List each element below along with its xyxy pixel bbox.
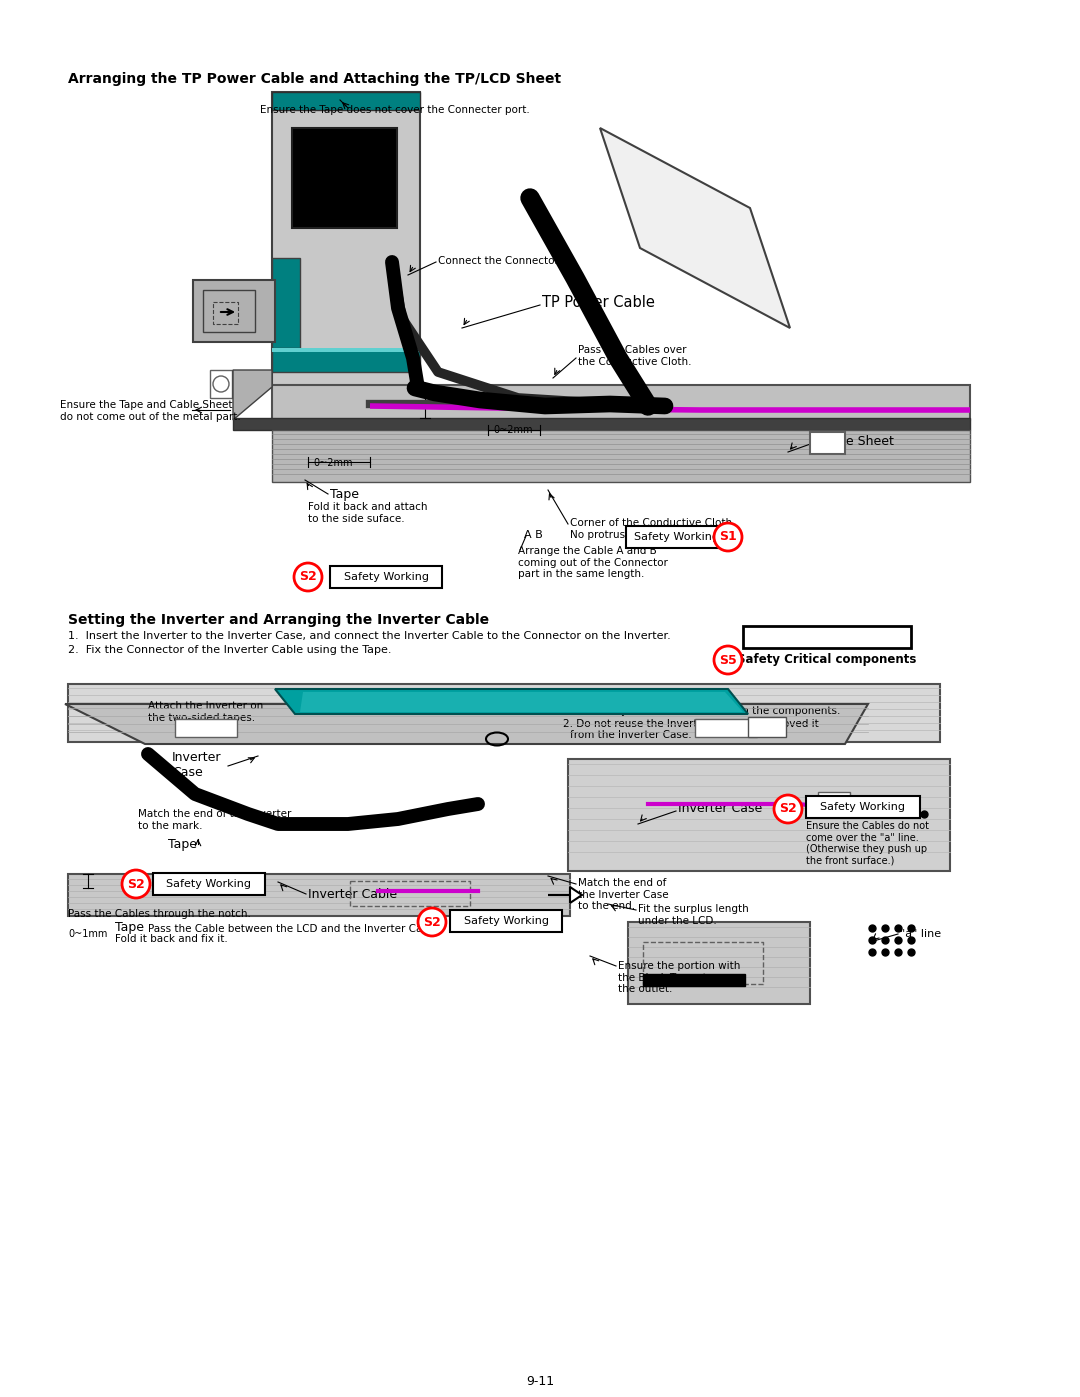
Text: Inverter Cable: Inverter Cable: [308, 888, 397, 901]
Text: 0~2mm: 0~2mm: [313, 458, 352, 468]
Bar: [806, 796, 920, 819]
Bar: [272, 430, 970, 482]
Bar: [810, 432, 845, 454]
Text: 0~2mm: 0~2mm: [492, 425, 532, 434]
Bar: [818, 792, 850, 807]
Text: Corner of the Conductive Cloth.
No protrusion.: Corner of the Conductive Cloth. No protr…: [570, 518, 735, 539]
Bar: [643, 974, 745, 986]
Bar: [210, 370, 232, 398]
Bar: [153, 873, 265, 895]
Bar: [450, 909, 562, 932]
Polygon shape: [300, 692, 743, 712]
Bar: [68, 875, 570, 916]
Text: Pass the Cables over
the Conductive Cloth.: Pass the Cables over the Conductive Clot…: [578, 345, 691, 366]
Bar: [568, 759, 950, 870]
Text: 2. Do not reuse the Inverter once you removed it: 2. Do not reuse the Inverter once you re…: [563, 719, 819, 729]
Text: Safety Critical components: Safety Critical components: [738, 652, 917, 665]
Bar: [330, 566, 442, 588]
Polygon shape: [600, 129, 789, 328]
Text: Inverter Case: Inverter Case: [678, 802, 762, 814]
Text: S2: S2: [299, 570, 316, 584]
Polygon shape: [275, 689, 748, 714]
Text: 1. Avoid any kink, twist or stress on the components.: 1. Avoid any kink, twist or stress on th…: [563, 705, 840, 717]
Text: 0~1mm: 0~1mm: [427, 388, 467, 398]
Bar: [627, 922, 810, 1004]
Text: 2.  Fix the Connector of the Inverter Cable using the Tape.: 2. Fix the Connector of the Inverter Cab…: [68, 645, 391, 655]
Circle shape: [294, 563, 322, 591]
Bar: [292, 129, 397, 228]
Text: 9-11: 9-11: [526, 1375, 554, 1389]
Text: S2: S2: [127, 877, 145, 890]
Text: Safety Working: Safety Working: [463, 916, 549, 926]
Text: A B: A B: [524, 529, 543, 541]
Bar: [748, 717, 786, 738]
Bar: [272, 92, 420, 387]
Text: Arranging the TP Power Cable and Attaching the TP/LCD Sheet: Arranging the TP Power Cable and Attachi…: [68, 73, 562, 87]
Polygon shape: [233, 370, 272, 420]
Text: 0~1mm: 0~1mm: [68, 929, 107, 939]
Text: Attach the Inverter on
the two-sided tapes.: Attach the Inverter on the two-sided tap…: [148, 701, 264, 722]
Bar: [203, 291, 255, 332]
Text: Ensure the Tape and Cable Sheet
do not come out of the metal part.: Ensure the Tape and Cable Sheet do not c…: [60, 400, 241, 422]
Text: Pass the Cables through the notch.: Pass the Cables through the notch.: [68, 909, 251, 919]
Bar: [272, 92, 420, 110]
Text: Fold it back and attach
to the side suface.: Fold it back and attach to the side sufa…: [308, 502, 428, 524]
Text: Safety Working: Safety Working: [821, 802, 905, 812]
Bar: [233, 418, 970, 430]
Bar: [272, 348, 420, 352]
Text: Fold it back and fix it.: Fold it back and fix it.: [114, 935, 228, 944]
Text: Safety Working: Safety Working: [343, 571, 429, 583]
Polygon shape: [548, 887, 582, 902]
Text: Pass the Cable between the LCD and the Inverter Case.: Pass the Cable between the LCD and the I…: [148, 923, 437, 935]
Bar: [272, 258, 300, 348]
Text: Tape: Tape: [330, 488, 359, 502]
Text: Safety Working: Safety Working: [635, 532, 719, 542]
Text: Arrange the Cable A and B
coming out of the Connector
part in the same length.: Arrange the Cable A and B coming out of …: [518, 546, 667, 580]
Text: Inverter
Case: Inverter Case: [172, 752, 221, 780]
Text: Inverter: Inverter: [448, 696, 498, 710]
Circle shape: [714, 645, 742, 673]
Bar: [68, 685, 940, 742]
Text: Ensure the Tape does not cover the Connecter port.: Ensure the Tape does not cover the Conne…: [260, 105, 530, 115]
Text: Safety Working: Safety Working: [166, 879, 252, 888]
Polygon shape: [65, 704, 868, 745]
Text: Cable Sheet: Cable Sheet: [818, 434, 894, 448]
Text: S1: S1: [719, 531, 737, 543]
Text: "a" line: "a" line: [900, 929, 941, 939]
Text: Ensure the Cables do not
come over the "a" line.
(Otherwise they push up
the fro: Ensure the Cables do not come over the "…: [806, 821, 929, 866]
Text: TP Power Cable: TP Power Cable: [542, 295, 654, 310]
Text: Tape: Tape: [168, 838, 197, 851]
Bar: [272, 386, 970, 420]
Text: S5: S5: [719, 654, 737, 666]
Bar: [272, 351, 420, 372]
Bar: [175, 719, 237, 738]
Circle shape: [213, 376, 229, 393]
Text: Ensure the portion with
the Black Tape stays on
the outlet.: Ensure the portion with the Black Tape s…: [618, 961, 741, 995]
Text: Connect the Connector.: Connect the Connector.: [438, 256, 562, 265]
Text: 1.  Insert the Inverter to the Inverter Case, and connect the Inverter Cable to : 1. Insert the Inverter to the Inverter C…: [68, 631, 671, 641]
Bar: [193, 279, 275, 342]
Bar: [696, 719, 757, 738]
Circle shape: [122, 870, 150, 898]
Circle shape: [774, 795, 802, 823]
Text: Fit the surplus length
under the LCD.: Fit the surplus length under the LCD.: [638, 904, 748, 926]
Text: Match the end of the Inverter
to the mark.: Match the end of the Inverter to the mar…: [138, 809, 292, 831]
Bar: [626, 527, 728, 548]
Text: S2: S2: [779, 802, 797, 816]
Circle shape: [418, 908, 446, 936]
Text: S2: S2: [423, 915, 441, 929]
Text: Setting the Inverter and Arranging the Inverter Cable: Setting the Inverter and Arranging the I…: [68, 613, 489, 627]
Text: from the Inverter Case.: from the Inverter Case.: [570, 731, 691, 740]
Circle shape: [714, 522, 742, 550]
Text: Tape: Tape: [114, 921, 144, 935]
Bar: [743, 626, 912, 648]
Text: Match the end of
the Inverter Case
to the end.: Match the end of the Inverter Case to th…: [578, 877, 669, 911]
